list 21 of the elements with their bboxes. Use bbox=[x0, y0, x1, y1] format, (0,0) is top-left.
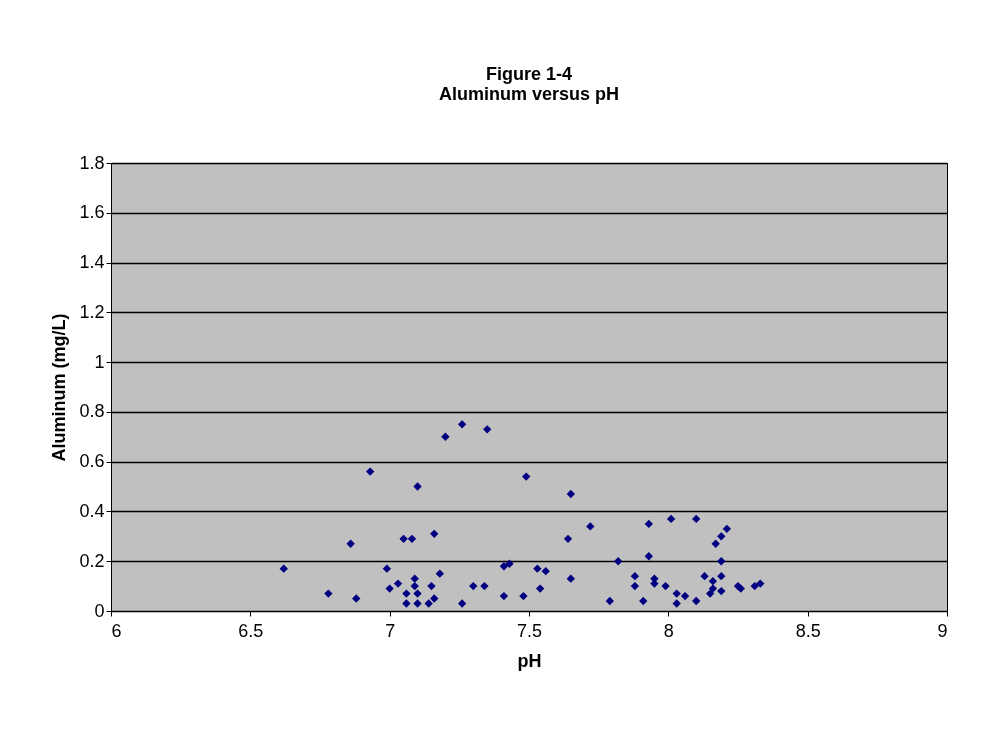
x-tick-label: 7 bbox=[385, 620, 396, 641]
y-tick-label: 1 bbox=[94, 351, 105, 372]
x-tick-label: 8.5 bbox=[795, 620, 821, 641]
x-tick-label: 6 bbox=[111, 620, 122, 641]
y-tick-label: 0.6 bbox=[79, 451, 105, 472]
y-tick-label: 1.8 bbox=[79, 152, 105, 173]
x-tick-label: 8 bbox=[663, 620, 674, 641]
y-tick-label: 0 bbox=[94, 600, 105, 621]
y-tick-label: 1.4 bbox=[79, 252, 105, 273]
y-tick-label: 0.2 bbox=[79, 550, 105, 571]
text: Figure 1-4 bbox=[485, 64, 573, 84]
text: Aluminum versus pH bbox=[438, 84, 620, 104]
y-tick-label: 0.4 bbox=[79, 500, 105, 521]
y-axis-title: Aluminum (mg/L) bbox=[49, 313, 70, 462]
y-tick-label: 1.2 bbox=[79, 301, 105, 322]
x-tick-label: 7.5 bbox=[516, 620, 543, 641]
y-tick-label: 1.6 bbox=[79, 202, 105, 223]
y-tick-label: 0.8 bbox=[79, 401, 105, 422]
x-axis-title: pH bbox=[517, 650, 542, 671]
x-tick-label: 9 bbox=[937, 620, 948, 641]
x-tick-label: 6.5 bbox=[238, 620, 264, 641]
